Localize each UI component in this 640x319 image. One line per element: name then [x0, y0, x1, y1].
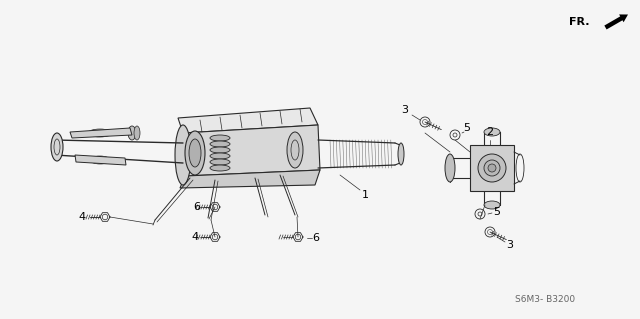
Ellipse shape [88, 129, 112, 137]
Ellipse shape [189, 139, 201, 167]
Bar [470, 145, 514, 191]
Ellipse shape [210, 141, 230, 147]
Ellipse shape [478, 154, 506, 182]
Text: 5: 5 [493, 207, 500, 217]
Text: FR.: FR. [570, 17, 590, 27]
Text: 2: 2 [486, 127, 493, 137]
Ellipse shape [484, 201, 500, 209]
Text: 4: 4 [79, 212, 86, 222]
Ellipse shape [51, 133, 63, 161]
Polygon shape [70, 128, 132, 138]
Text: 1: 1 [362, 190, 369, 200]
Ellipse shape [287, 132, 303, 168]
Ellipse shape [210, 147, 230, 153]
Ellipse shape [210, 135, 230, 141]
Ellipse shape [128, 126, 136, 140]
Ellipse shape [210, 153, 230, 159]
Ellipse shape [210, 159, 230, 165]
Ellipse shape [488, 164, 496, 172]
Text: 6: 6 [312, 233, 319, 243]
Ellipse shape [134, 126, 140, 140]
Polygon shape [183, 125, 320, 176]
Ellipse shape [445, 154, 455, 182]
Polygon shape [180, 170, 320, 188]
Ellipse shape [398, 143, 404, 165]
Ellipse shape [210, 165, 230, 171]
Text: 3: 3 [506, 240, 513, 250]
Polygon shape [604, 14, 628, 29]
Ellipse shape [90, 156, 110, 164]
Text: 3: 3 [401, 105, 408, 115]
Ellipse shape [175, 125, 191, 185]
Polygon shape [75, 155, 126, 165]
Text: 4: 4 [191, 232, 198, 242]
Ellipse shape [185, 131, 205, 175]
Text: S6M3- B3200: S6M3- B3200 [515, 295, 575, 305]
Ellipse shape [484, 160, 500, 176]
Text: 6: 6 [193, 202, 200, 212]
Text: 5: 5 [463, 123, 470, 133]
Polygon shape [178, 108, 318, 133]
Ellipse shape [484, 128, 500, 136]
